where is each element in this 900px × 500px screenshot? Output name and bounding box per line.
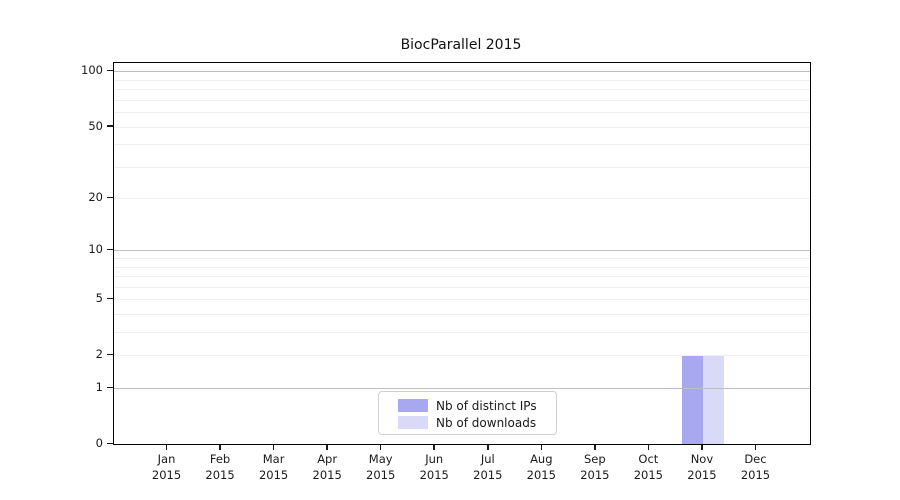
x-axis-tick xyxy=(594,444,596,450)
x-axis-tick-year: 2015 xyxy=(633,468,664,482)
minor-gridline xyxy=(114,126,810,128)
x-axis-tick xyxy=(219,444,221,450)
y-axis-tick-label: 5 xyxy=(95,291,103,306)
y-axis-tick xyxy=(107,297,113,300)
legend-label-distinct-ips: Nb of distinct IPs xyxy=(436,398,537,413)
x-axis-tick-label: Feb 2015 xyxy=(188,451,252,483)
y-axis-tick-label: 1 xyxy=(95,380,103,395)
minor-gridline xyxy=(114,166,810,168)
legend-label-downloads: Nb of downloads xyxy=(436,415,537,430)
bar-nov-downloads xyxy=(702,355,724,444)
x-axis-tick-year: 2015 xyxy=(526,468,556,482)
x-axis-tick xyxy=(165,444,168,450)
x-axis-tick-year: 2015 xyxy=(151,468,182,482)
x-axis-tick-label: Jan 2015 xyxy=(135,451,199,483)
minor-gridline xyxy=(114,258,810,260)
minor-gridline xyxy=(114,112,810,114)
minor-gridline xyxy=(114,355,810,357)
y-axis-tick xyxy=(107,69,113,72)
minor-gridline xyxy=(114,79,810,81)
x-axis-tick-label: Oct 2015 xyxy=(616,451,680,483)
y-axis-tick xyxy=(107,125,113,127)
minor-gridline xyxy=(114,144,810,146)
x-axis-tick xyxy=(326,444,328,450)
x-axis-tick-year: 2015 xyxy=(312,468,342,482)
y-axis-tick xyxy=(107,196,113,199)
y-axis-tick-label: 20 xyxy=(88,190,103,205)
minor-gridline xyxy=(114,99,810,101)
x-axis-tick-year: 2015 xyxy=(473,468,503,482)
x-axis-tick xyxy=(487,444,489,450)
y-axis-tick-label: 10 xyxy=(88,242,103,257)
y-axis-tick xyxy=(107,353,113,356)
chart-title: BiocParallel 2015 xyxy=(400,37,522,53)
y-axis-tick-label: 0 xyxy=(95,436,103,450)
x-axis-tick-year: 2015 xyxy=(419,468,449,482)
x-axis-tick-year: 2015 xyxy=(205,468,235,482)
x-axis-tick xyxy=(647,444,650,450)
x-axis-tick xyxy=(272,444,275,450)
x-axis-tick-label: Jun 2015 xyxy=(402,451,466,483)
minor-gridline xyxy=(114,299,810,301)
x-axis-tick-year: 2015 xyxy=(580,468,610,482)
x-axis-tick-year: 2015 xyxy=(687,468,717,482)
x-axis-tick xyxy=(433,444,435,450)
x-axis-tick xyxy=(754,444,757,450)
x-axis-tick-year: 2015 xyxy=(366,468,396,482)
major-gridline xyxy=(114,250,810,252)
x-axis-tick-year: 2015 xyxy=(258,468,289,482)
legend: Nb of distinct IPs Nb of downloads xyxy=(378,391,557,435)
y-axis-tick xyxy=(107,386,113,389)
x-axis-tick-label: Nov 2015 xyxy=(670,451,734,483)
legend-swatch-downloads-icon xyxy=(398,416,428,429)
minor-gridline xyxy=(114,332,810,334)
bar-nov-distinct-ips xyxy=(681,355,703,444)
y-axis-tick xyxy=(107,248,113,251)
plot-area xyxy=(113,62,811,445)
x-axis-tick xyxy=(379,444,382,450)
y-axis-tick-label: 50 xyxy=(88,118,103,133)
x-axis-tick-label: Mar 2015 xyxy=(242,451,306,483)
minor-gridline xyxy=(114,266,810,268)
x-axis-tick xyxy=(701,444,703,450)
x-axis-tick-label: May 2015 xyxy=(349,451,413,483)
y-axis-tick-label: 2 xyxy=(95,347,103,362)
y-axis-tick-label: 100 xyxy=(81,63,103,78)
x-axis-tick-year: 2015 xyxy=(740,468,771,482)
minor-gridline xyxy=(114,286,810,288)
x-axis-tick-label: Aug 2015 xyxy=(509,451,573,483)
minor-gridline xyxy=(114,314,810,316)
major-gridline xyxy=(114,388,810,390)
minor-gridline xyxy=(114,198,810,200)
x-axis-tick xyxy=(540,444,543,450)
legend-swatch-distinct-ips-icon xyxy=(398,399,428,412)
y-axis-tick xyxy=(107,442,113,444)
minor-gridline xyxy=(114,276,810,278)
x-axis-tick-label: Sep 2015 xyxy=(563,451,627,483)
major-gridline xyxy=(114,71,810,73)
minor-gridline xyxy=(114,89,810,91)
x-axis-tick-label: Dec 2015 xyxy=(723,451,787,483)
legend-item-distinct-ips: Nb of distinct IPs xyxy=(379,397,556,414)
legend-item-downloads: Nb of downloads xyxy=(379,414,556,431)
x-axis-tick-label: Jul 2015 xyxy=(456,451,520,483)
x-axis-tick-label: Apr 2015 xyxy=(295,451,359,483)
